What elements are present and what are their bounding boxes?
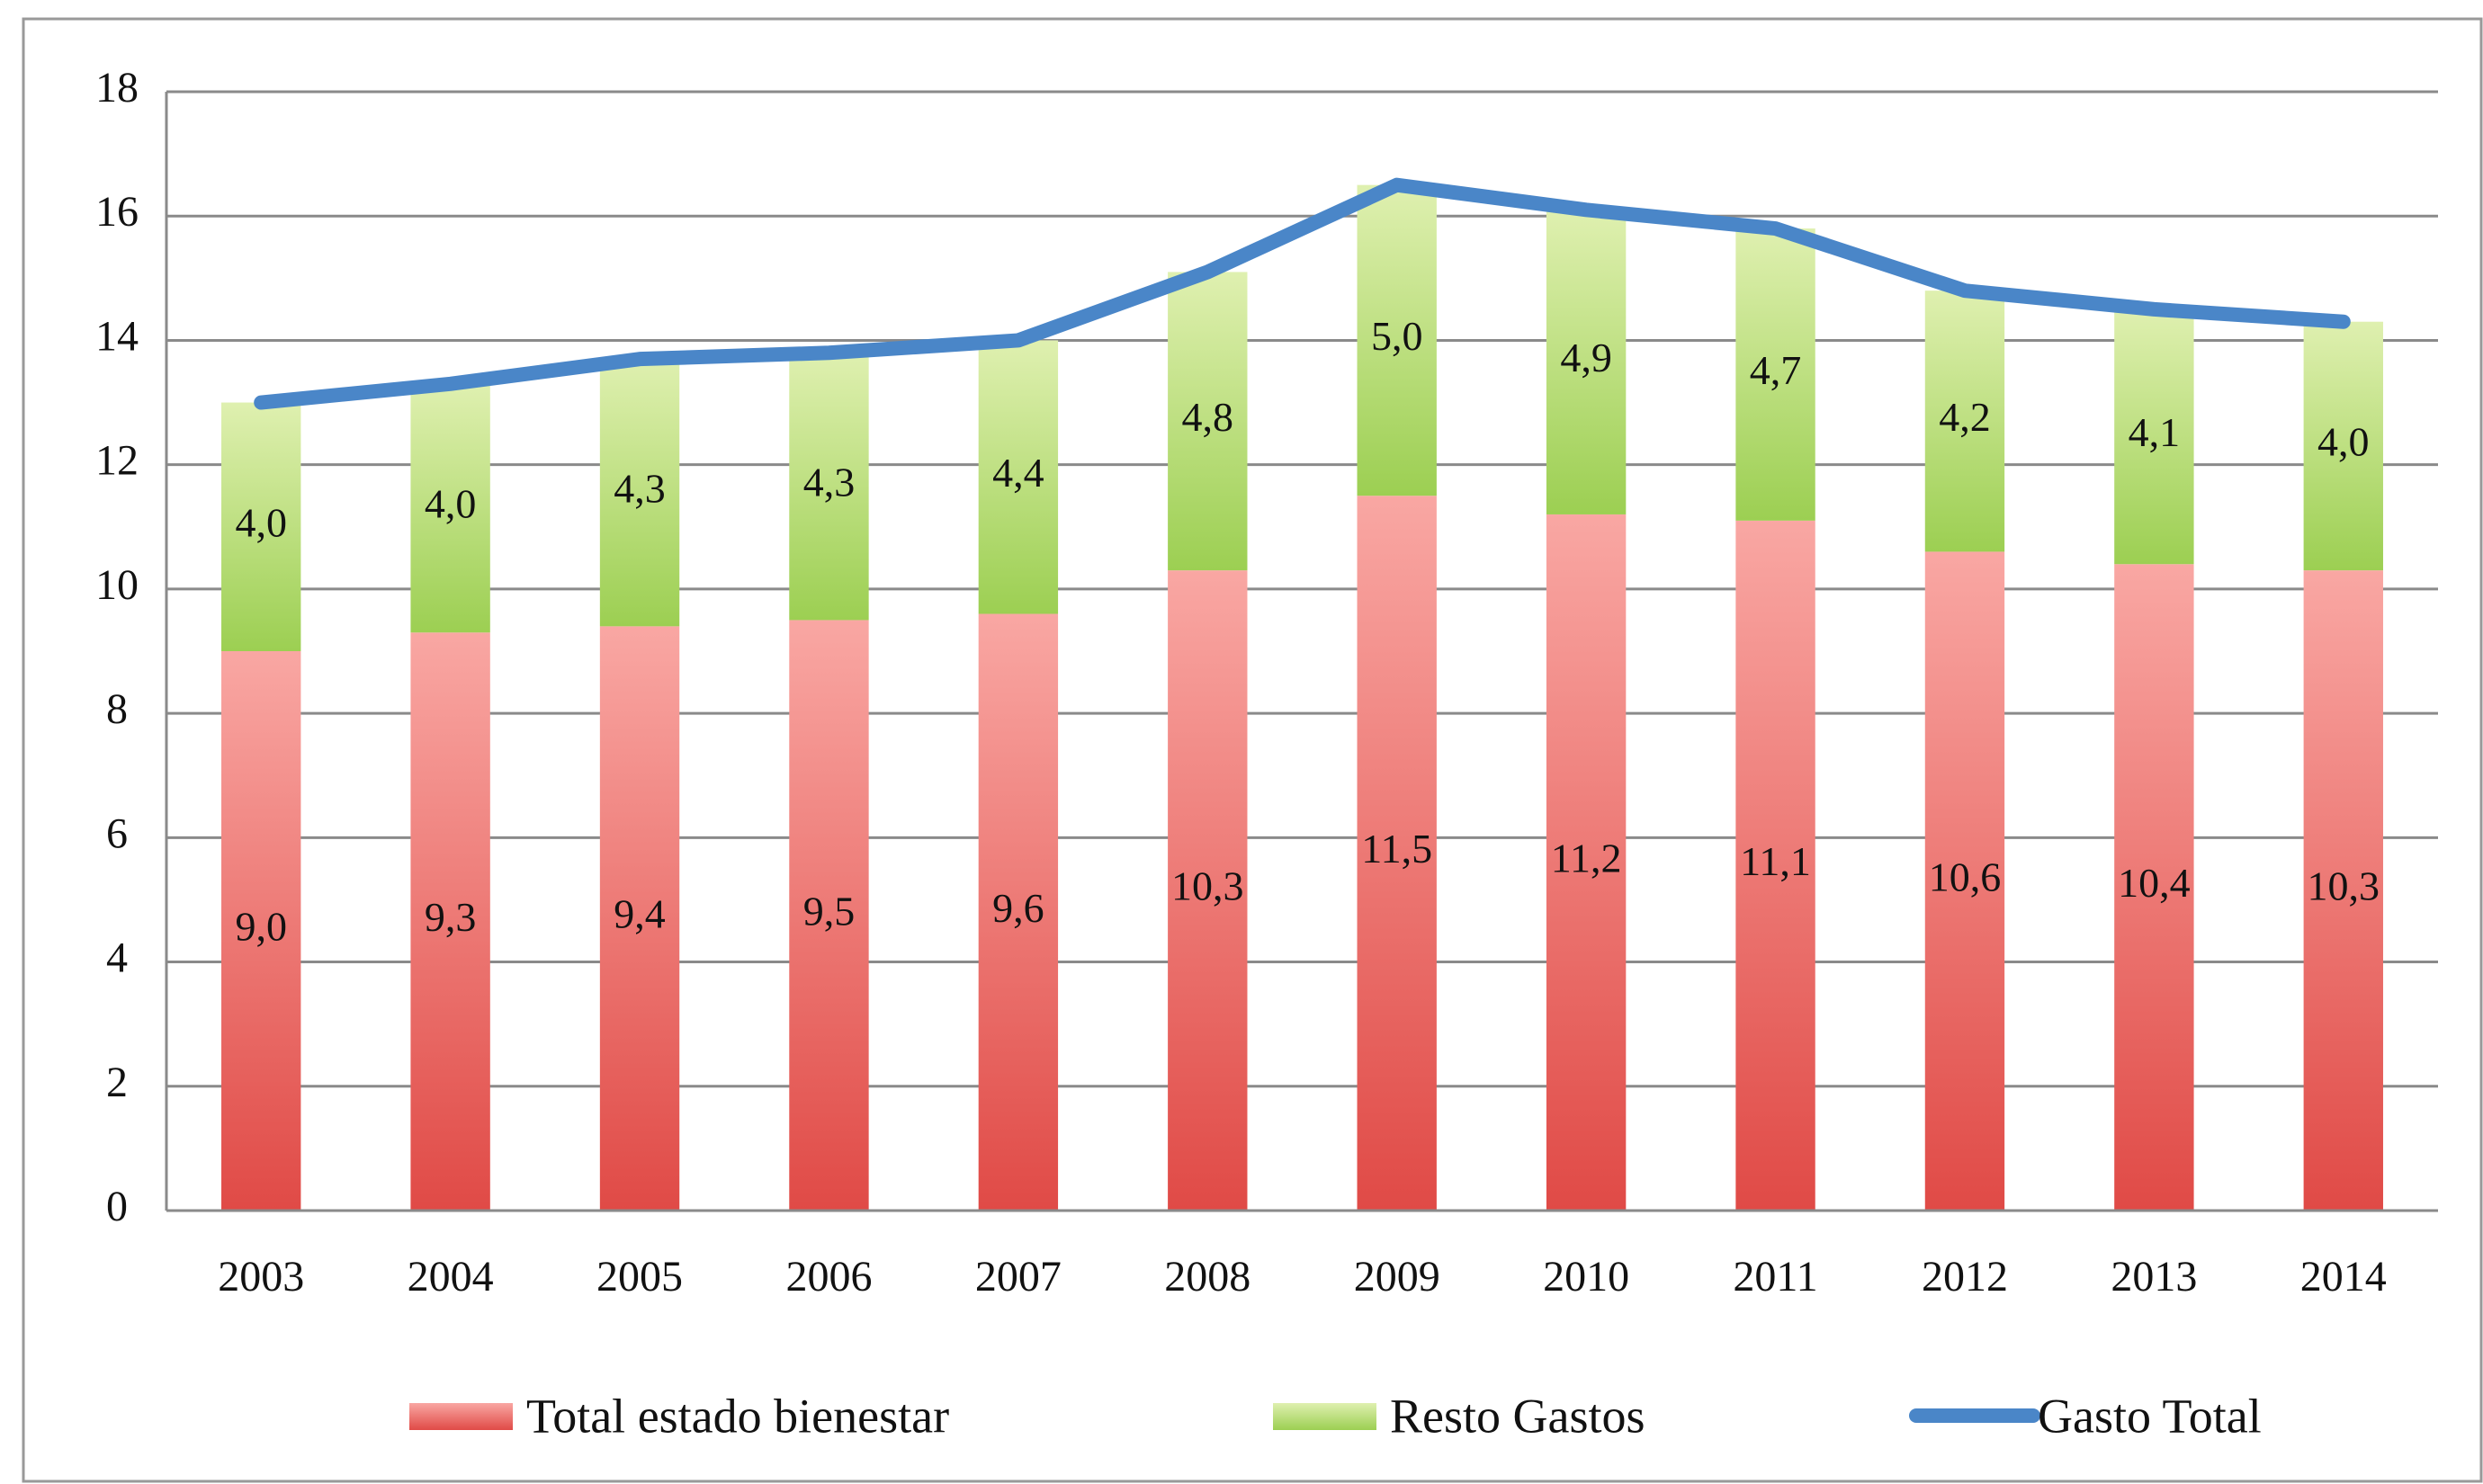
bar-segment: [978, 340, 1059, 614]
x-tick-label: 2006: [785, 1253, 872, 1301]
y-tick-label: 10: [95, 561, 139, 609]
value-label: 4,8: [1182, 394, 1234, 440]
value-label: 10,6: [1929, 854, 2002, 899]
x-tick-label: 2014: [2300, 1253, 2387, 1301]
bar-segment: [2114, 564, 2194, 1211]
bar-segment: [1357, 184, 1437, 496]
y-tick-label: 12: [95, 437, 139, 485]
value-label: 4,0: [235, 499, 287, 545]
value-label: 4,0: [2317, 418, 2370, 464]
legend-label: Resto Gastos: [1390, 1389, 1645, 1443]
value-label: 5,0: [1371, 313, 1423, 359]
value-label: 9,0: [235, 904, 287, 950]
value-label: 11,1: [1740, 838, 1811, 884]
legend-label: Total estado bienestar: [526, 1389, 949, 1443]
y-tick-label: 6: [106, 809, 128, 857]
y-tick-label: 4: [106, 934, 128, 982]
bar-segment: [2114, 308, 2194, 565]
value-label: 10,4: [2118, 860, 2191, 906]
value-label: 4,1: [2129, 409, 2181, 455]
bar-segment: [1546, 210, 1627, 514]
value-label: 4,9: [1560, 335, 1612, 380]
bar-segment: [789, 620, 869, 1211]
y-tick-label: 0: [106, 1183, 128, 1230]
legend-swatch: [409, 1403, 513, 1430]
bar-segment: [1546, 514, 1627, 1211]
bar-segment: [1168, 570, 1248, 1211]
x-tick-label: 2013: [2111, 1253, 2197, 1301]
bar-segment: [1357, 496, 1437, 1211]
legend-swatch: [1273, 1403, 1376, 1430]
bar-segment: [1168, 272, 1248, 571]
value-label: 9,4: [614, 891, 666, 937]
bar-segment: [1924, 551, 2005, 1211]
value-label: 11,5: [1361, 826, 1432, 872]
x-tick-label: 2007: [975, 1253, 1062, 1301]
value-label: 9,6: [992, 885, 1044, 931]
bar-segment: [221, 651, 301, 1211]
bar-segment: [978, 613, 1059, 1211]
bar-segment: [1735, 520, 1815, 1211]
bar-segment: [789, 353, 869, 621]
x-tick-label: 2008: [1164, 1253, 1250, 1301]
bar-segment: [2303, 570, 2383, 1211]
value-label: 4,3: [614, 465, 666, 511]
x-tick-label: 2003: [218, 1253, 304, 1301]
value-label: 4,2: [1939, 394, 1991, 440]
value-label: 9,3: [425, 894, 477, 940]
y-tick-label: 2: [106, 1059, 128, 1106]
bar-segment: [599, 359, 680, 627]
y-tick-label: 18: [95, 64, 139, 112]
legend-label: Gasto Total: [2038, 1389, 2262, 1443]
bar-segment: [221, 402, 301, 651]
value-label: 10,3: [1171, 863, 1244, 909]
bar-segment: [1924, 291, 2005, 552]
bar-segment: [410, 383, 490, 633]
value-label: 4,4: [992, 450, 1044, 496]
line-series: [254, 177, 2351, 410]
bar-segment: [410, 632, 490, 1211]
x-tick-label: 2012: [1922, 1253, 2008, 1301]
value-label: 9,5: [803, 888, 856, 934]
bar-segment: [599, 626, 680, 1211]
x-tick-label: 2009: [1354, 1253, 1440, 1301]
x-tick-label: 2005: [596, 1253, 683, 1301]
y-tick-label: 16: [95, 188, 139, 236]
y-tick-label: 14: [95, 312, 139, 360]
bar-segment: [2303, 321, 2383, 571]
x-tick-label: 2004: [408, 1253, 494, 1301]
x-tick-label: 2011: [1733, 1253, 1817, 1301]
value-label: 11,2: [1551, 836, 1622, 881]
value-label: 10,3: [2308, 863, 2380, 909]
value-label: 4,3: [803, 459, 856, 505]
y-tick-label: 8: [106, 685, 128, 733]
bar-segment: [1735, 228, 1815, 521]
value-label: 4,7: [1750, 347, 1802, 393]
value-label: 4,0: [425, 481, 477, 527]
x-tick-label: 2010: [1543, 1253, 1629, 1301]
